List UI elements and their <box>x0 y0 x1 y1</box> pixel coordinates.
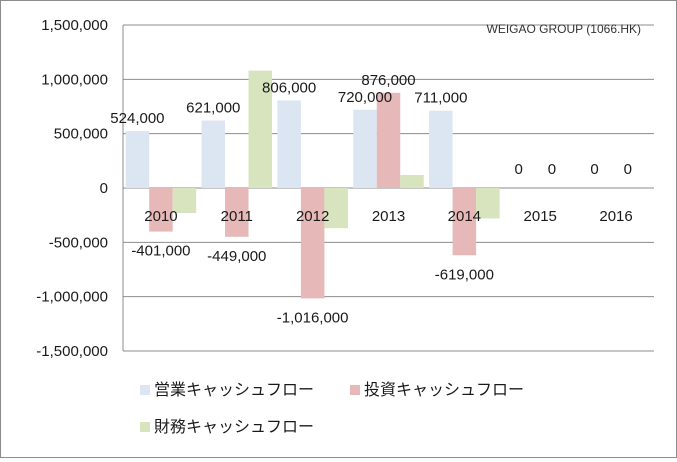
y-tick-label: 1,000,000 <box>41 71 108 88</box>
bar-2-2010 <box>149 188 173 232</box>
y-tick-label: 1,500,000 <box>41 17 108 34</box>
category-label: 2016 <box>599 208 632 225</box>
y-tick-label: -1,000,000 <box>36 289 108 306</box>
legend-swatch <box>140 385 150 395</box>
data-label: 621,000 <box>186 100 240 117</box>
category-label: 2013 <box>372 208 405 225</box>
data-label: -449,000 <box>207 248 266 265</box>
category-label: 2012 <box>296 208 329 225</box>
legend-label: 財務キャッシュフロー <box>154 417 314 436</box>
bar-1-2014 <box>429 110 453 188</box>
data-label: -1,016,000 <box>277 309 349 326</box>
chart-annotation: WEIGAO GROUP (1066.HK) <box>487 22 641 36</box>
bar-2-2013 <box>376 92 401 188</box>
data-label: 876,000 <box>361 72 415 89</box>
bar-1-2010 <box>125 131 150 188</box>
y-tick-label: 500,000 <box>54 126 108 143</box>
category-label: 2011 <box>221 208 253 225</box>
bar-2-2014 <box>452 188 477 256</box>
bar-3-2012 <box>324 188 348 229</box>
data-label: 806,000 <box>262 79 316 96</box>
bar-3-2013 <box>400 174 424 188</box>
y-tick-label: -500,000 <box>49 234 108 251</box>
data-label: -619,000 <box>435 266 494 283</box>
data-label: 720,000 <box>338 89 392 106</box>
bar-1-2013 <box>353 109 377 188</box>
y-tick-label: -1,500,000 <box>36 343 108 360</box>
legend-label: 投資キャッシュフロー <box>364 380 524 399</box>
data-label: 0 <box>624 161 632 178</box>
y-tick-label: 0 <box>100 180 108 197</box>
data-label: 0 <box>590 161 598 178</box>
bar-2-2011 <box>225 188 249 237</box>
data-label: 0 <box>515 161 523 178</box>
legend-label: 営業キャッシュフロー <box>154 380 314 399</box>
bar-3-2010 <box>172 188 197 213</box>
legend-swatch <box>350 385 360 395</box>
data-label: 524,000 <box>110 110 164 127</box>
bar-3-2011 <box>248 70 273 188</box>
bar-1-2012 <box>277 100 301 188</box>
category-label: 2010 <box>144 208 177 225</box>
legend-swatch <box>140 422 150 432</box>
bar-3-2014 <box>476 188 500 219</box>
bar-2-2012 <box>300 188 325 299</box>
data-label: 0 <box>548 161 556 178</box>
category-label: 2014 <box>448 208 481 225</box>
data-label: -401,000 <box>131 243 190 260</box>
bar-1-2011 <box>201 120 226 188</box>
category-label: 2015 <box>524 208 557 225</box>
data-label: 711,000 <box>414 90 467 107</box>
